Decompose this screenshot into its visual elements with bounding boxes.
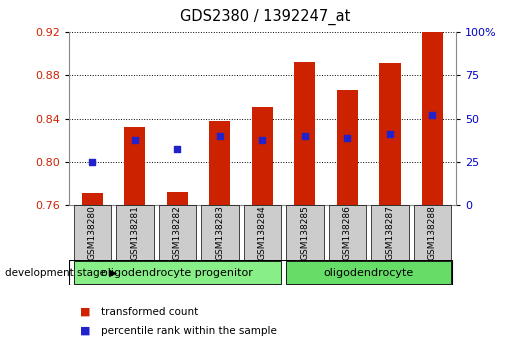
Text: oligodendrocyte progenitor: oligodendrocyte progenitor	[101, 268, 253, 278]
Bar	[414, 205, 451, 260]
Bar	[74, 261, 281, 284]
Bar	[244, 205, 281, 260]
Bar	[124, 127, 145, 205]
Point	[301, 133, 309, 139]
Bar	[329, 205, 366, 260]
Bar	[379, 63, 401, 205]
Bar	[116, 205, 154, 260]
Point	[88, 159, 96, 165]
Text: development stage ▶: development stage ▶	[5, 268, 118, 278]
Text: GDS2380 / 1392247_at: GDS2380 / 1392247_at	[180, 9, 350, 25]
Bar	[286, 205, 324, 260]
Point	[258, 137, 267, 143]
Text: GSM138283: GSM138283	[215, 205, 224, 260]
Bar	[252, 107, 273, 205]
Text: ■: ■	[80, 307, 90, 316]
Bar	[167, 192, 188, 205]
Point	[216, 133, 224, 139]
Bar	[201, 205, 238, 260]
Text: GSM138288: GSM138288	[428, 205, 437, 260]
Bar	[337, 90, 358, 205]
Bar	[74, 205, 111, 260]
Text: ■: ■	[80, 326, 90, 336]
Bar	[294, 62, 315, 205]
Text: GSM138286: GSM138286	[343, 205, 352, 260]
Bar	[82, 193, 103, 205]
Text: GSM138282: GSM138282	[173, 205, 182, 260]
Bar	[422, 32, 443, 205]
Bar	[286, 261, 451, 284]
Point	[173, 146, 182, 152]
Point	[428, 113, 437, 118]
Text: GSM138285: GSM138285	[301, 205, 310, 260]
Bar	[158, 205, 196, 260]
Text: GSM138281: GSM138281	[130, 205, 139, 260]
Bar	[209, 121, 231, 205]
Point	[130, 137, 139, 143]
Bar	[371, 205, 409, 260]
Text: GSM138280: GSM138280	[88, 205, 97, 260]
Point	[343, 135, 351, 141]
Point	[386, 131, 394, 137]
Text: transformed count: transformed count	[101, 307, 198, 316]
Text: oligodendrocyte: oligodendrocyte	[323, 268, 414, 278]
Text: percentile rank within the sample: percentile rank within the sample	[101, 326, 277, 336]
Text: GSM138284: GSM138284	[258, 205, 267, 260]
Text: GSM138287: GSM138287	[385, 205, 394, 260]
